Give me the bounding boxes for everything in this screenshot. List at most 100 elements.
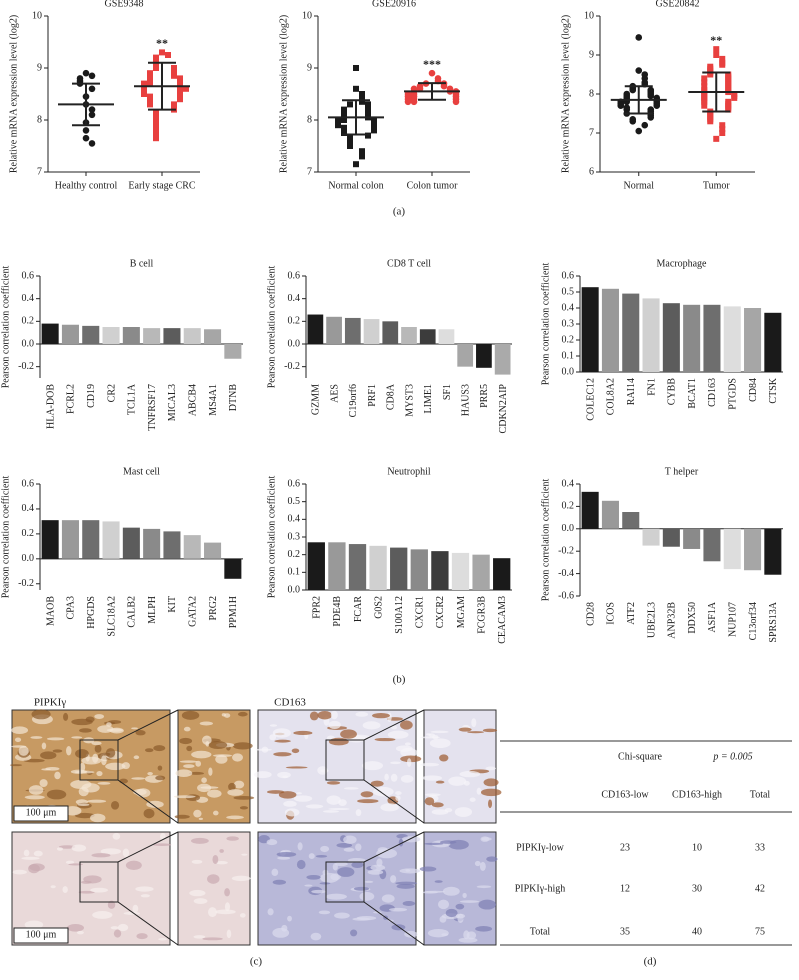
y-tick-label: 0.6: [22, 478, 35, 489]
tissue-texture: [50, 885, 56, 889]
tissue-texture: [293, 730, 313, 736]
tissue-texture: [442, 886, 460, 896]
x-tick-label: SF1: [442, 384, 453, 400]
data-point: [347, 143, 353, 149]
bar: [382, 321, 399, 344]
tissue-texture: [424, 890, 446, 893]
tissue-texture: [105, 762, 126, 771]
tissue-texture: [297, 842, 303, 851]
table-cell: 75: [755, 926, 765, 937]
bar: [224, 344, 242, 359]
tissue-texture: [56, 847, 64, 851]
tissue-texture: [482, 728, 498, 733]
tissue-texture: [122, 848, 130, 858]
tissue-texture: [91, 741, 102, 746]
data-point: [82, 134, 90, 142]
tissue-texture: [132, 904, 139, 913]
x-tick-label: CTSK: [768, 377, 779, 403]
micrograph: [11, 709, 171, 824]
table-cell: 33: [755, 842, 765, 853]
tissue-texture: [282, 775, 289, 779]
x-tick-label: RAI14: [626, 378, 637, 405]
tissue-texture: [352, 917, 371, 921]
tissue-texture: [226, 929, 232, 939]
bar: [744, 528, 762, 571]
bar: [431, 551, 449, 590]
data-point: [719, 61, 726, 68]
tissue-texture: [123, 911, 141, 915]
data-point: [341, 130, 347, 136]
y-tick-label: 9: [307, 62, 312, 73]
tissue-texture: [424, 797, 435, 806]
data-point: [719, 126, 726, 133]
data-point: [701, 102, 708, 109]
tissue-texture: [458, 727, 472, 732]
tissue-texture: [86, 799, 107, 803]
tissue-texture: [253, 771, 272, 779]
bar: [326, 316, 342, 344]
y-tick-label: 0.1: [288, 567, 301, 578]
tissue-texture: [232, 753, 243, 762]
significance: ***: [423, 57, 441, 71]
micrograph: [177, 831, 251, 946]
x-tick-label: COLEC12: [585, 378, 596, 421]
data-point: [635, 127, 643, 135]
y-tick-label: 8: [307, 114, 312, 125]
tissue-texture: [208, 767, 213, 776]
tissue-texture: [183, 764, 195, 769]
tissue-texture: [136, 788, 151, 798]
y-tick-label: -0.2: [558, 545, 574, 556]
y-tick-label: 8: [589, 88, 594, 99]
tissue-texture: [117, 923, 129, 932]
table-header: Chi-square: [618, 751, 662, 762]
panel-label: (d): [644, 956, 657, 968]
tissue-texture: [70, 779, 92, 789]
tissue-texture: [476, 787, 482, 795]
tissue-texture: [404, 742, 411, 746]
tissue-texture: [402, 901, 416, 906]
tissue-texture: [77, 803, 90, 807]
y-tick-label: 0.4: [562, 302, 575, 313]
tissue-texture: [63, 712, 69, 721]
tissue-texture: [337, 867, 355, 877]
tissue-texture: [39, 779, 48, 788]
tissue-texture: [455, 903, 465, 910]
zoom-line: [117, 901, 179, 946]
tissue-texture: [355, 809, 362, 817]
tissue-texture: [198, 817, 203, 820]
tissue-texture: [405, 869, 411, 872]
tissue-texture: [434, 880, 443, 883]
data-point: [341, 106, 347, 113]
tissue-texture: [208, 741, 228, 750]
tissue-texture: [343, 835, 357, 845]
panel-label: (c): [250, 956, 263, 968]
chart-title: GSE20916: [372, 0, 416, 9]
tissue-texture: [54, 771, 61, 780]
x-tick-label: HAUS3: [460, 384, 471, 416]
tissue-texture: [52, 749, 63, 753]
tissue-texture: [406, 758, 412, 767]
zoom-line: [363, 709, 425, 741]
data-point: [353, 161, 359, 168]
tissue-texture: [94, 714, 105, 719]
tissue-texture: [355, 843, 362, 852]
tissue-texture: [463, 780, 470, 786]
tissue-texture: [395, 745, 413, 752]
bar: [451, 552, 470, 590]
bar: [82, 325, 100, 344]
x-tick-label: HPGDS: [86, 596, 97, 629]
x-tick-label: MAOB: [45, 596, 56, 626]
tissue-texture: [390, 875, 397, 883]
tissue-texture: [391, 725, 398, 730]
bar: [143, 528, 161, 559]
tissue-texture: [422, 775, 443, 781]
bar: [642, 528, 660, 546]
data-point: [428, 69, 436, 77]
inset-box: [79, 861, 119, 903]
tissue-texture: [334, 912, 350, 919]
bar: [642, 298, 660, 372]
tissue-texture: [207, 874, 220, 884]
bar: [476, 344, 492, 368]
tissue-texture: [231, 875, 251, 882]
tissue-texture: [97, 782, 111, 785]
